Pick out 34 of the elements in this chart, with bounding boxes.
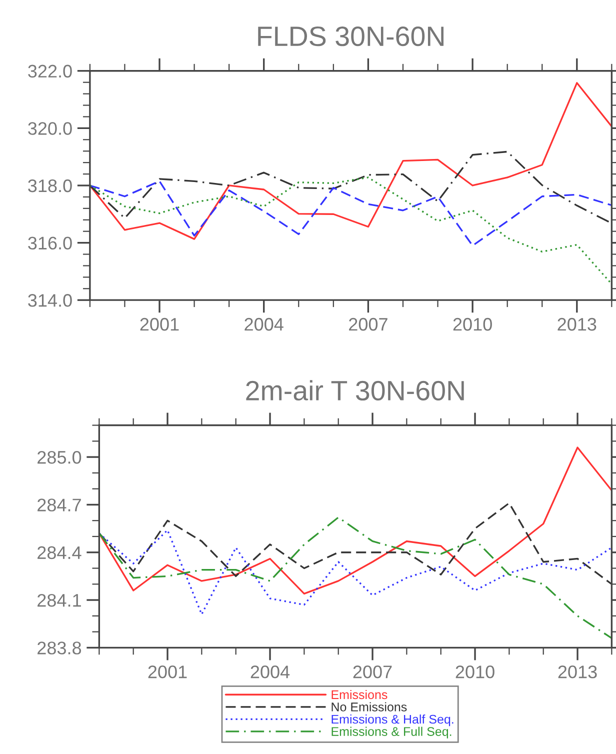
line-series xyxy=(90,82,612,240)
text: No Emissions xyxy=(332,702,407,712)
y-tick-label: 316.0 xyxy=(28,236,72,250)
y-tick-label: 284.7 xyxy=(38,498,81,512)
line-series xyxy=(99,516,612,639)
line-series xyxy=(99,446,612,594)
line-series xyxy=(90,180,612,246)
y-tick-label: 284.4 xyxy=(38,546,82,560)
line-series xyxy=(90,176,612,285)
chart-title: 2m-air T 30N-60N xyxy=(246,380,464,401)
x-tick-label: 2001 xyxy=(148,666,187,678)
y-tick-label: 320.0 xyxy=(28,122,72,135)
line-series xyxy=(90,150,612,224)
x-tick-label: 2007 xyxy=(353,666,392,678)
y-tick-label: 284.1 xyxy=(38,594,81,607)
text: Emissions xyxy=(332,690,388,700)
y-tick-label: 285.0 xyxy=(38,450,82,464)
x-tick-label: 2013 xyxy=(558,318,596,331)
chart-title: FLDS 30N-60N xyxy=(258,26,444,46)
x-tick-label: 2010 xyxy=(456,666,494,678)
x-tick-label: 2010 xyxy=(453,318,492,331)
y-tick-label: 314.0 xyxy=(28,294,72,307)
text: Emissions & Half Seq. xyxy=(332,714,454,726)
y-tick-label: 318.0 xyxy=(28,179,72,192)
x-tick-label: 2013 xyxy=(558,666,597,678)
y-tick-label: 283.8 xyxy=(38,642,82,654)
line-series xyxy=(99,502,612,585)
line-series xyxy=(99,529,612,616)
text: Emissions & Full Seq. xyxy=(332,726,452,738)
x-tick-label: 2004 xyxy=(244,318,284,331)
x-tick-label: 2004 xyxy=(250,666,290,678)
x-tick-label: 2001 xyxy=(140,318,179,331)
x-tick-label: 2007 xyxy=(349,318,388,331)
y-tick-label: 322.0 xyxy=(28,64,72,78)
